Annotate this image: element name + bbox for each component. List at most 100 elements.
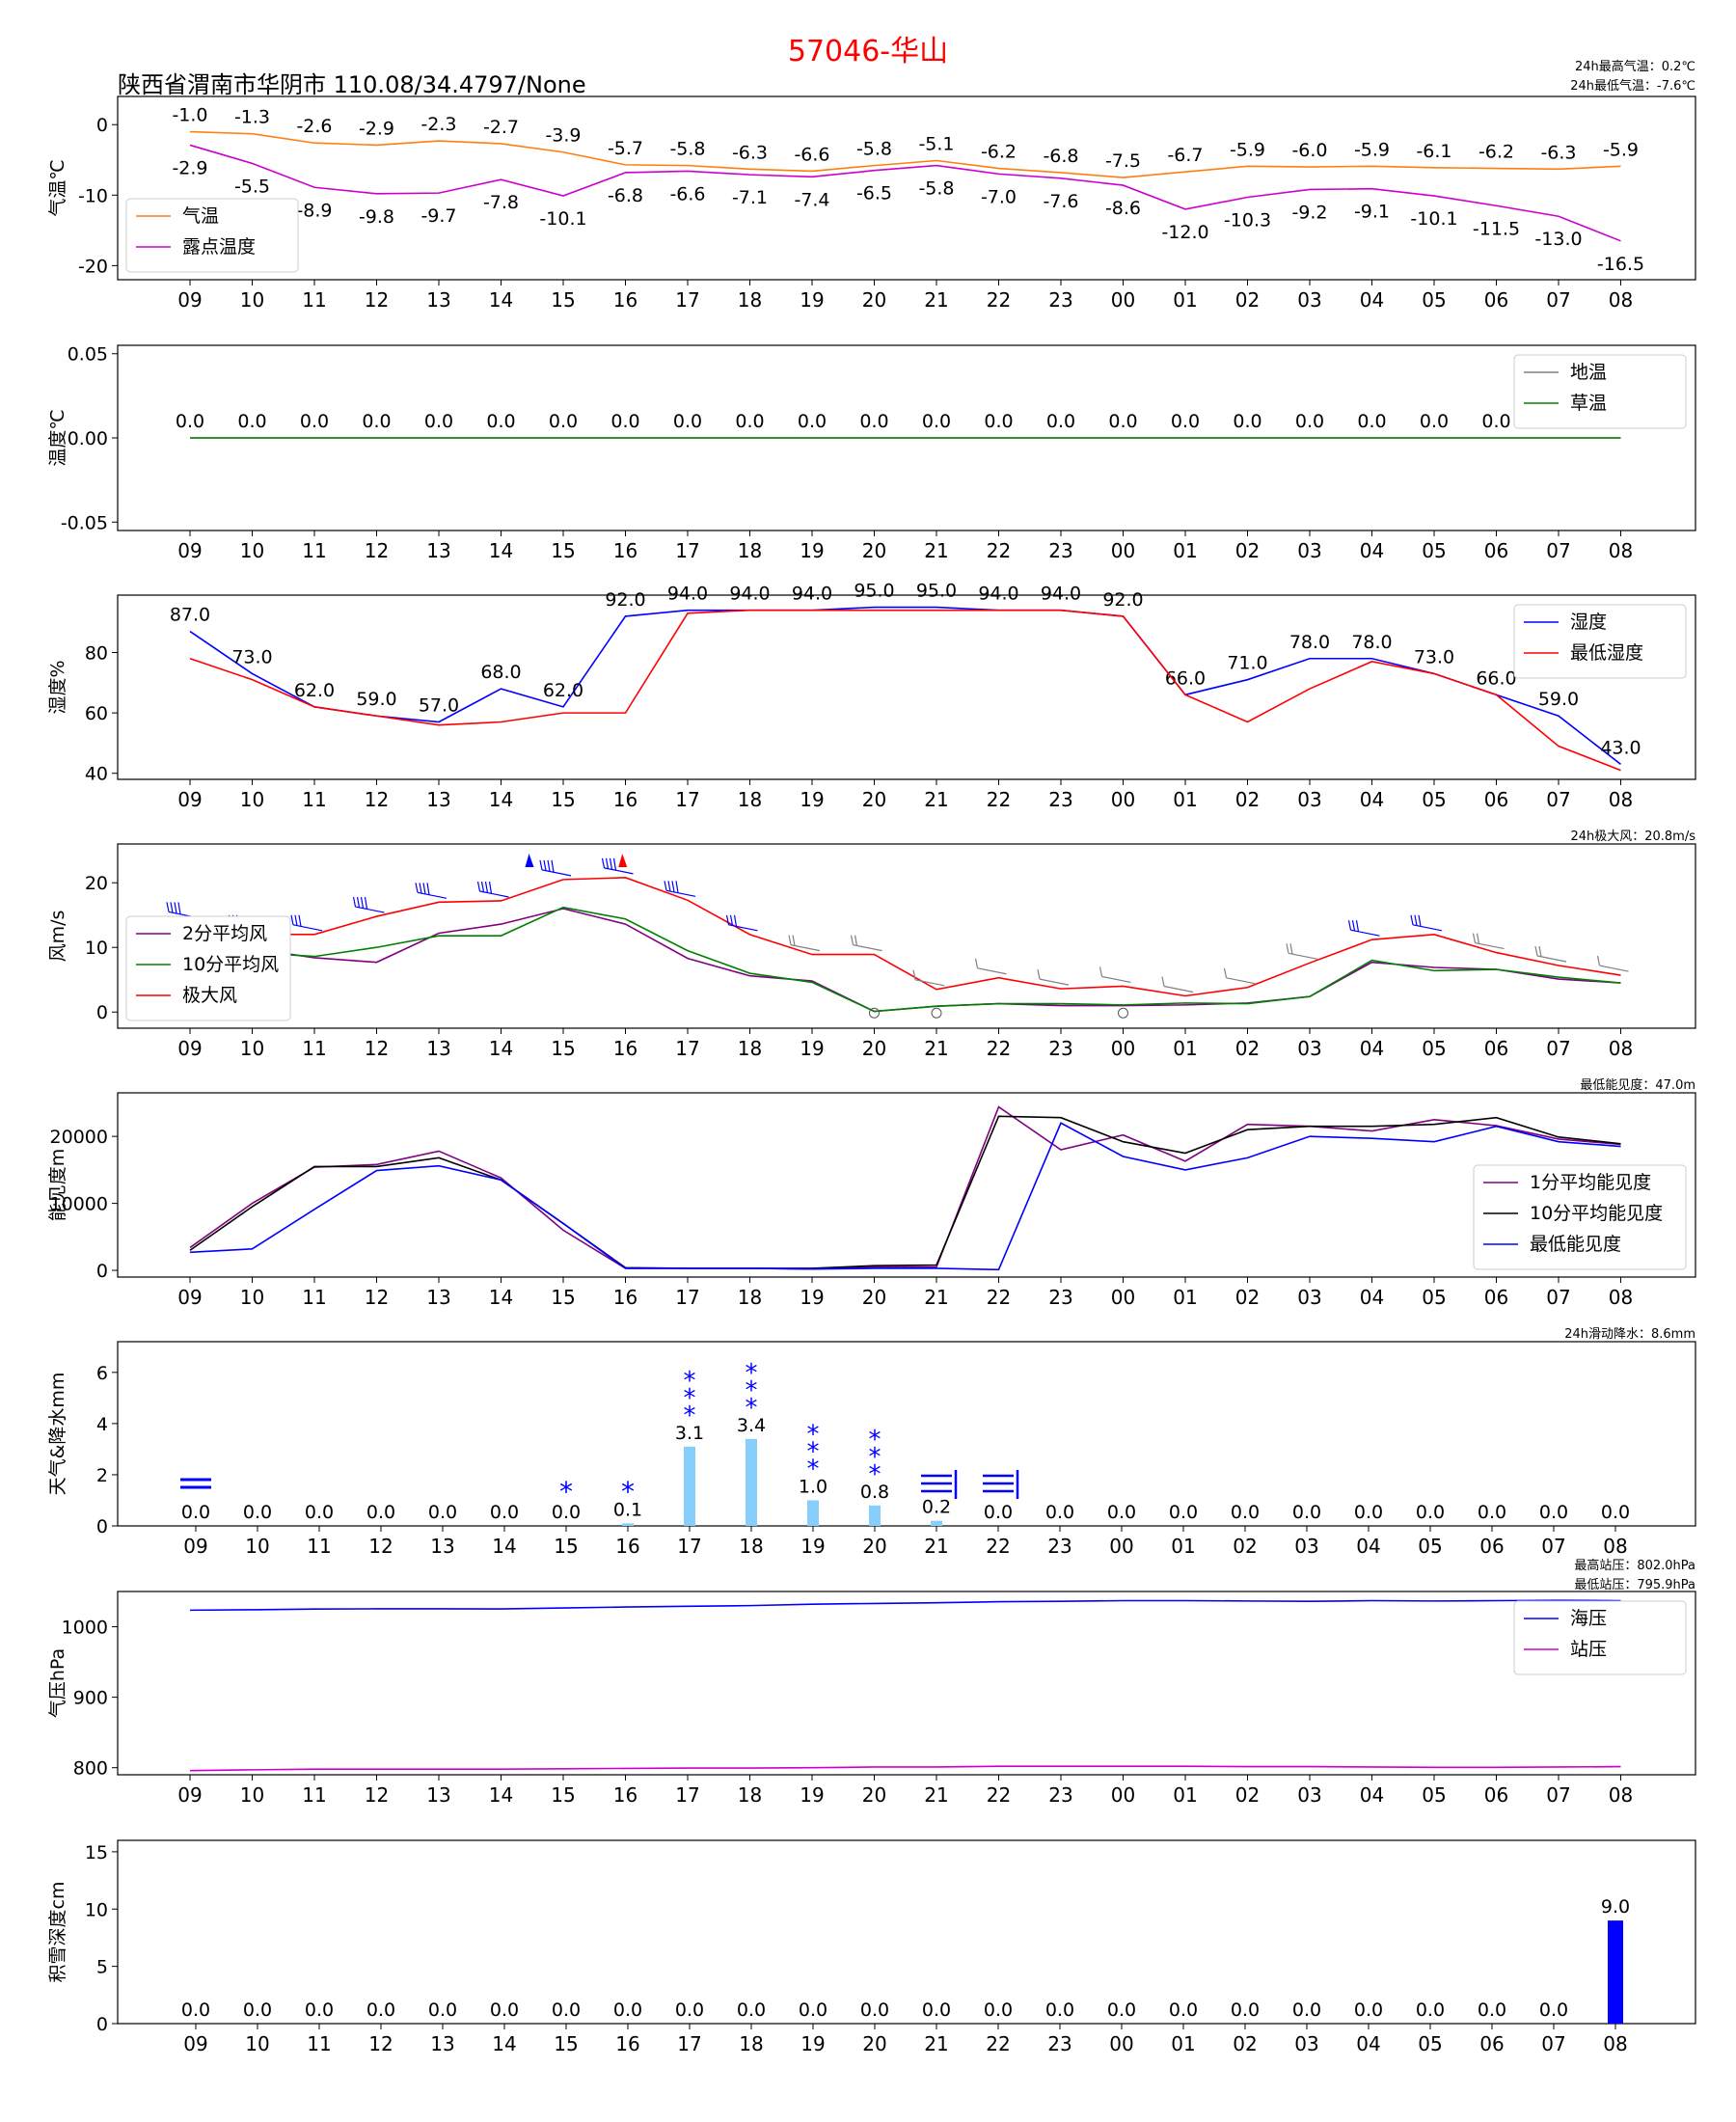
x-tick-label: 09 bbox=[177, 288, 202, 312]
bar-value-label: 0.0 bbox=[1416, 2000, 1445, 2021]
data-label: -6.2 bbox=[981, 142, 1017, 163]
y-tick-label: 2 bbox=[96, 1465, 108, 1486]
legend-label: 1分平均能见度 bbox=[1530, 1172, 1651, 1193]
x-tick-label: 22 bbox=[987, 788, 1011, 811]
x-tick-label: 09 bbox=[177, 1783, 202, 1807]
x-tick-label: 15 bbox=[554, 1535, 578, 1558]
x-tick-label: 17 bbox=[675, 1286, 699, 1309]
data-label: 0.0 bbox=[798, 411, 827, 432]
wind-barb-flag bbox=[484, 881, 489, 893]
wind-barb bbox=[355, 906, 385, 913]
bar-value-label: 0.0 bbox=[675, 2000, 704, 2021]
bar bbox=[807, 1500, 819, 1526]
x-tick-label: 11 bbox=[302, 1783, 326, 1807]
wind-barb-flag bbox=[1472, 933, 1477, 943]
x-tick-label: 03 bbox=[1297, 1783, 1321, 1807]
wind-barb-flag bbox=[551, 859, 555, 873]
bar-value-label: 0.0 bbox=[490, 1502, 519, 1523]
y-tick-label: 0 bbox=[96, 115, 108, 136]
data-label: 0.0 bbox=[300, 411, 329, 432]
x-tick-label: 17 bbox=[675, 1037, 699, 1060]
x-tick-label: 11 bbox=[302, 539, 326, 562]
x-tick-label: 00 bbox=[1111, 1286, 1135, 1309]
x-tick-label: 23 bbox=[1048, 1783, 1072, 1807]
x-tick-label: 18 bbox=[738, 288, 762, 312]
x-tick-label: 08 bbox=[1609, 788, 1633, 811]
plot-frame bbox=[117, 95, 1696, 281]
x-tick-label: 06 bbox=[1479, 2032, 1504, 2055]
wind-barb-flag bbox=[725, 914, 730, 925]
wind-barb-flag bbox=[729, 914, 734, 926]
x-tick-label: 20 bbox=[862, 288, 886, 312]
x-tick-label: 02 bbox=[1235, 788, 1260, 811]
wind-barb-flag bbox=[177, 902, 181, 914]
x-tick-label: 23 bbox=[1048, 1037, 1072, 1060]
y-tick-label: -20 bbox=[78, 256, 108, 277]
data-label: -6.3 bbox=[732, 142, 768, 163]
x-tick-label: 10 bbox=[240, 1783, 264, 1807]
x-tick-label: 03 bbox=[1294, 1535, 1318, 1558]
x-tick-label: 23 bbox=[1048, 539, 1072, 562]
legend-box bbox=[125, 915, 291, 1021]
wind-barb-flag bbox=[605, 857, 610, 869]
wind-barb-flag bbox=[1037, 969, 1041, 980]
snow-icon: * bbox=[746, 1359, 758, 1388]
x-tick-label: 00 bbox=[1111, 288, 1135, 312]
data-label: -10.3 bbox=[1224, 210, 1271, 231]
x-tick-label: 13 bbox=[426, 539, 450, 562]
bar-value-label: 0.0 bbox=[181, 2000, 210, 2021]
data-label: -7.8 bbox=[483, 192, 519, 213]
x-tick-label: 22 bbox=[987, 1286, 1011, 1309]
data-label: -6.8 bbox=[1043, 146, 1078, 167]
x-tick-label: 19 bbox=[800, 1037, 824, 1060]
bar-value-label: 0.0 bbox=[1539, 1502, 1568, 1523]
panel-4: 20 10 0 风m/s 09 10 11 12 13 14 15 16 17 18 19 20 21 22 23 0… bbox=[47, 843, 1696, 1060]
data-label: -3.9 bbox=[545, 125, 581, 147]
wind-barb bbox=[604, 867, 634, 875]
note-vis-min: 最低能见度：47.0m bbox=[1580, 1078, 1695, 1093]
x-tick-label: 16 bbox=[613, 1286, 637, 1309]
note-precip-24h: 24h滑动降水：8.6mm bbox=[1564, 1327, 1695, 1342]
x-tick-label: 04 bbox=[1360, 288, 1384, 312]
snow-icon: * bbox=[559, 1476, 573, 1508]
x-tick-label: 07 bbox=[1546, 539, 1570, 562]
data-label: 0.0 bbox=[1046, 411, 1075, 432]
x-tick-label: 04 bbox=[1360, 1783, 1384, 1807]
x-tick-label: 19 bbox=[800, 1783, 824, 1807]
x-tick-label: 18 bbox=[738, 1037, 762, 1060]
x-tick-label: 22 bbox=[986, 2032, 1010, 2055]
x-tick-label: 18 bbox=[738, 788, 762, 811]
snow-icon: * bbox=[807, 1437, 820, 1466]
x-tick-label: 02 bbox=[1235, 1037, 1260, 1060]
wind-barb-flag bbox=[422, 883, 426, 895]
data-label: -2.3 bbox=[420, 114, 456, 135]
data-label: -2.9 bbox=[359, 118, 394, 139]
wind-barb-flag bbox=[480, 881, 485, 892]
bar-value-label: 0.0 bbox=[428, 1502, 457, 1523]
x-tick-label: 18 bbox=[738, 1286, 762, 1309]
x-tick-label: 03 bbox=[1297, 288, 1321, 312]
y-axis-label: 气温℃ bbox=[47, 159, 68, 216]
data-label: 0.0 bbox=[176, 411, 204, 432]
y-tick-label: -0.05 bbox=[61, 512, 108, 533]
x-tick-label: 13 bbox=[426, 1286, 450, 1309]
data-label: 0.0 bbox=[1481, 411, 1510, 432]
x-tick-label: 17 bbox=[677, 2032, 701, 2055]
wind-barb-flag bbox=[1476, 933, 1480, 944]
x-tick-label: 16 bbox=[613, 1783, 637, 1807]
bar-value-label: 0.0 bbox=[1292, 1502, 1321, 1523]
series-line-1 bbox=[189, 1105, 1621, 1270]
x-tick-label: 16 bbox=[613, 288, 637, 312]
wind-barb-flag bbox=[1418, 914, 1422, 927]
bar-value-label: 0.0 bbox=[366, 1502, 395, 1523]
bar-value-label: 0.0 bbox=[366, 2000, 395, 2021]
calm-circle bbox=[931, 1007, 942, 1019]
legend-label: 最低能见度 bbox=[1530, 1234, 1621, 1255]
x-tick-label: 02 bbox=[1233, 1535, 1257, 1558]
data-label: -6.3 bbox=[1540, 142, 1576, 163]
legend-box bbox=[1513, 604, 1687, 679]
data-label: -6.6 bbox=[794, 144, 829, 165]
series-line-1 bbox=[189, 130, 1621, 178]
x-tick-label: 05 bbox=[1422, 1286, 1446, 1309]
